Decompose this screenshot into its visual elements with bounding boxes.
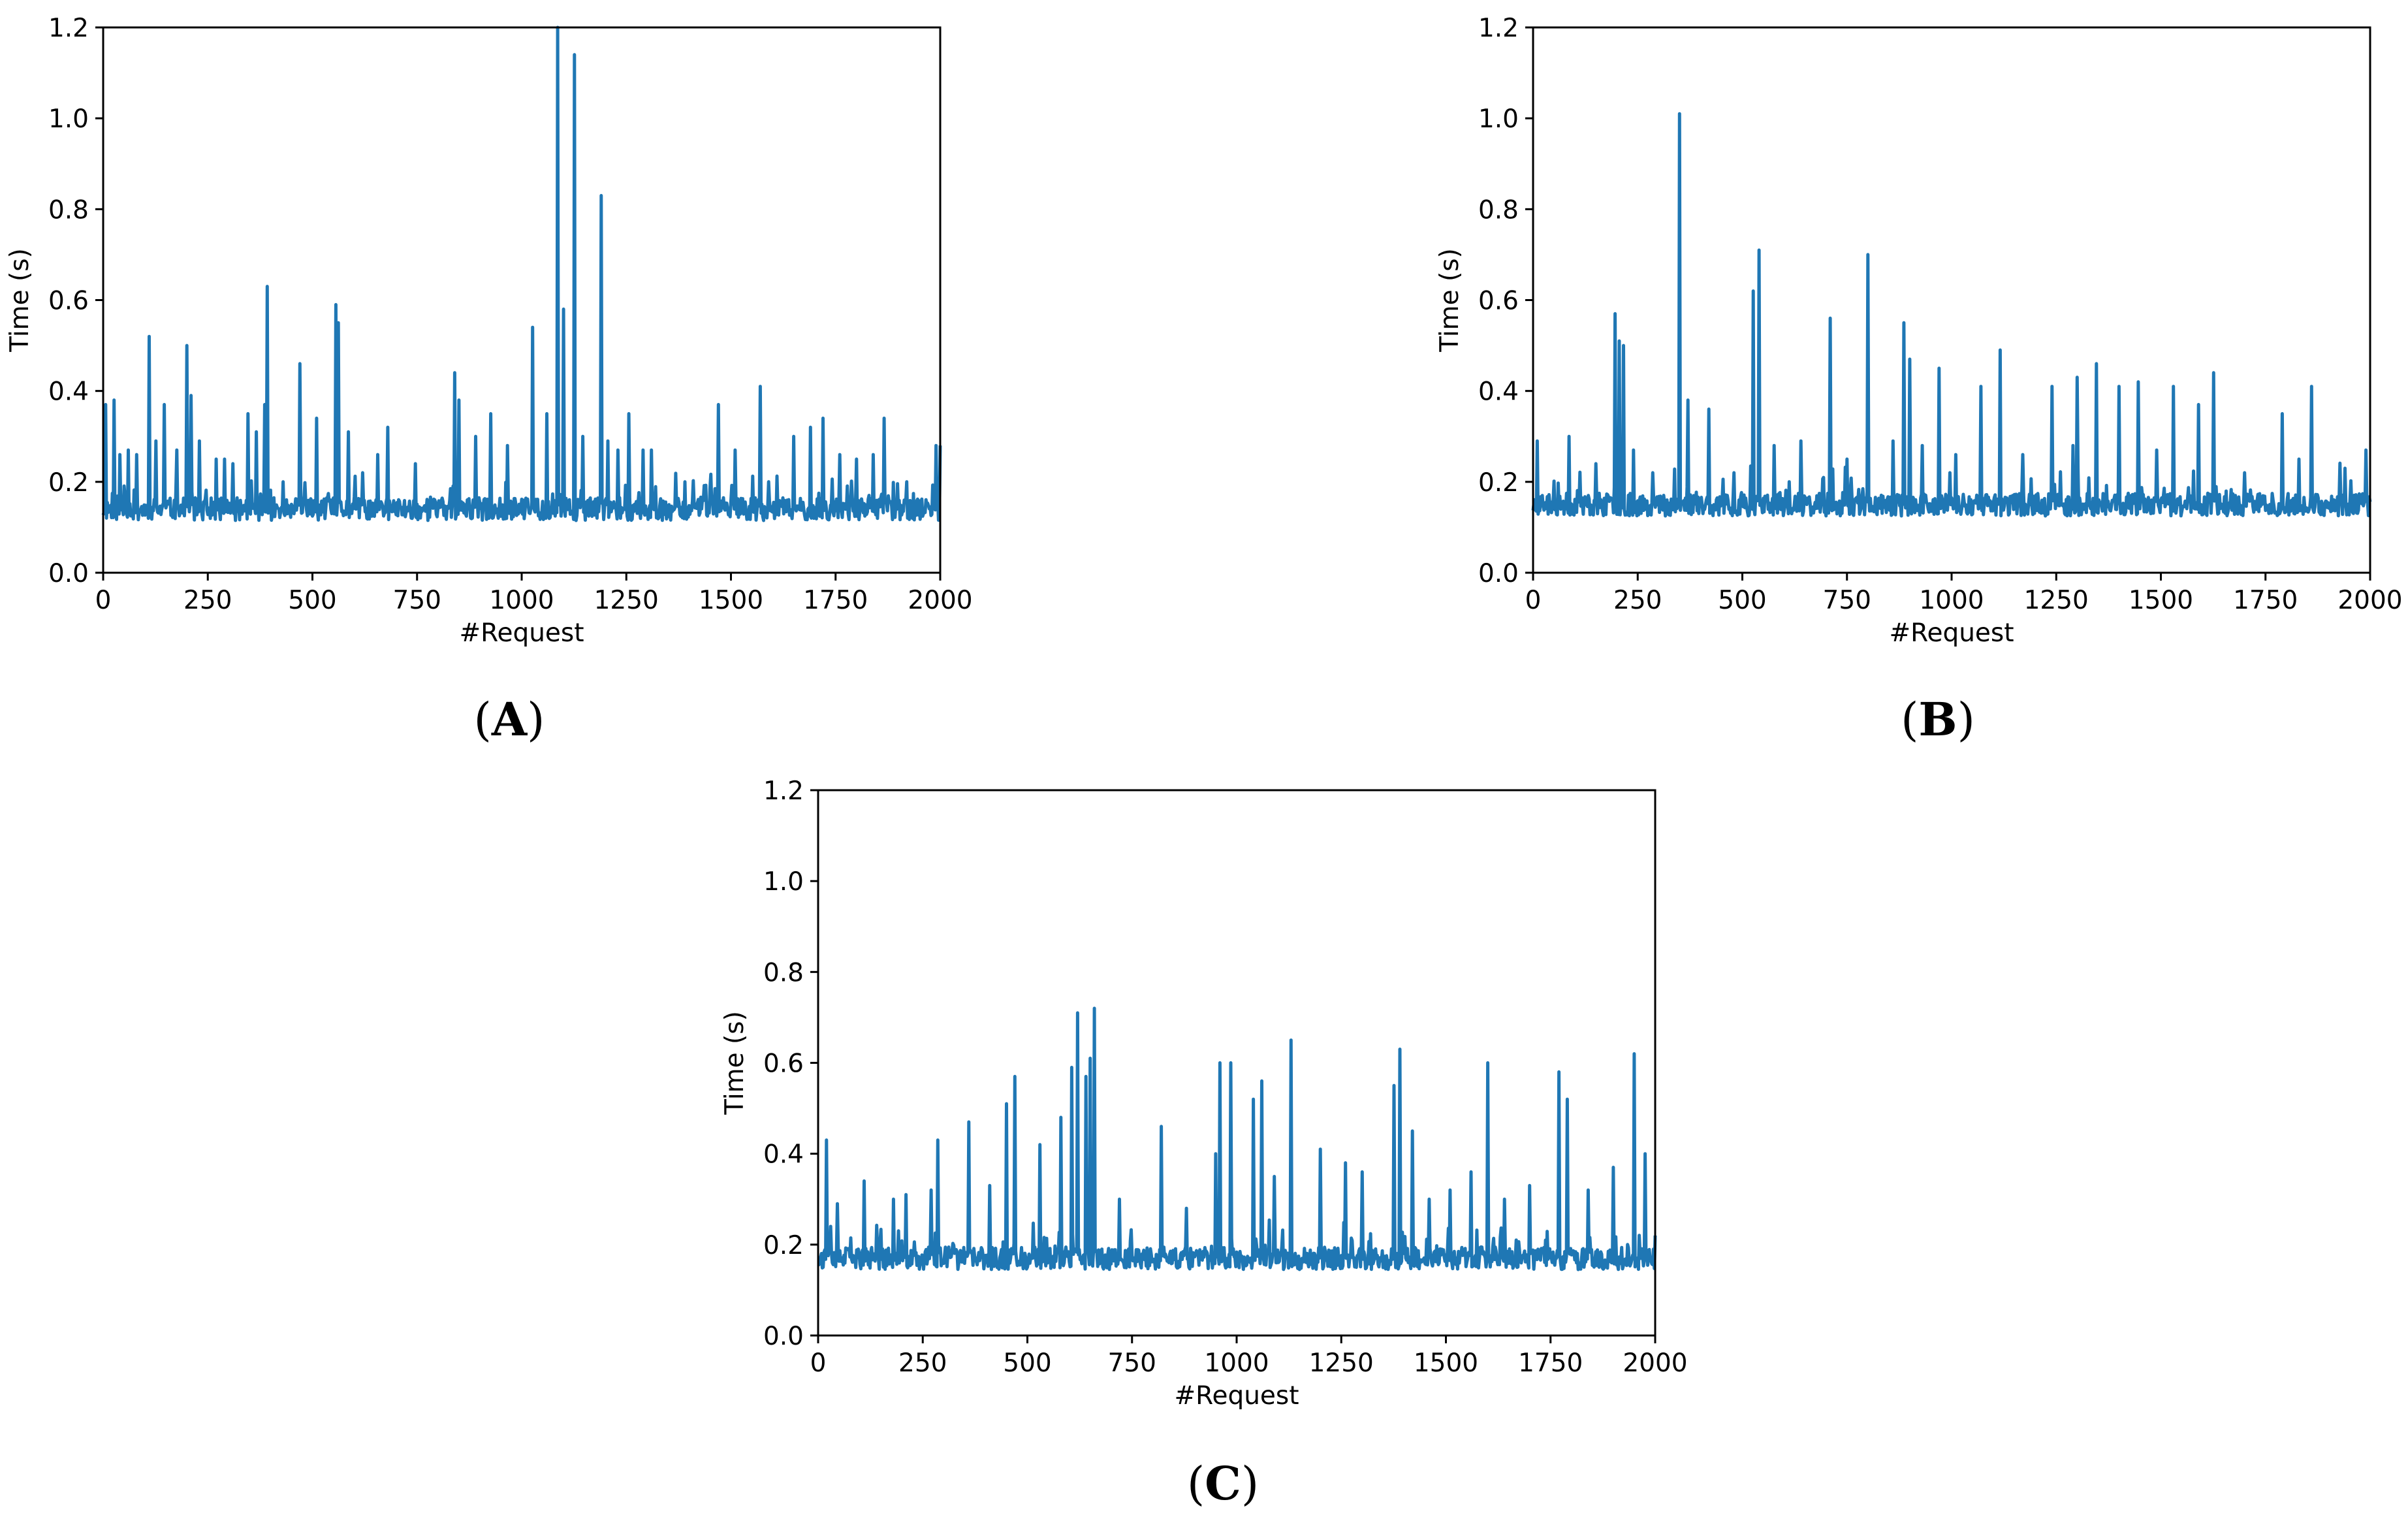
y-tick-label-b: 0.6 bbox=[1478, 287, 1519, 316]
caption-c: (C) bbox=[1186, 1456, 1259, 1511]
x-tick-label-c: 2000 bbox=[1623, 1349, 1687, 1378]
x-tick-label-a: 0 bbox=[95, 586, 112, 615]
x-tick-label-a: 1000 bbox=[489, 586, 554, 615]
plot-frame-a bbox=[102, 26, 942, 574]
x-axis-ticks-a: 0 250 500 750 1000 1250 1500 1750 2000 bbox=[95, 573, 973, 615]
x-tick-label-c: 500 bbox=[1003, 1349, 1051, 1378]
y-axis-ticks-c: 0.0 0.2 0.4 0.6 0.8 1.0 1.2 bbox=[763, 776, 818, 1351]
y-tick-label-b: 1.0 bbox=[1478, 104, 1519, 134]
y-tick-label-c: 0.8 bbox=[763, 958, 804, 987]
x-tick-label-b: 2000 bbox=[2337, 586, 2402, 615]
chart-panel-a: 0.0 0.2 0.4 0.6 0.8 1.0 1.2 0 250 500 750 1000 1250… bbox=[5, 14, 973, 648]
series-group-a bbox=[101, 25, 942, 522]
x-tick-label-c: 750 bbox=[1108, 1349, 1156, 1378]
x-tick-label-b: 250 bbox=[1613, 586, 1662, 615]
x-tick-label-c: 250 bbox=[898, 1349, 947, 1378]
caption-letter-c: C bbox=[1205, 1456, 1241, 1511]
caption-b: (B) bbox=[1901, 692, 1975, 746]
x-tick-label-b: 1250 bbox=[2024, 586, 2089, 615]
x-tick-label-a: 250 bbox=[183, 586, 232, 615]
y-axis-ticks-a: 0.0 0.2 0.4 0.6 0.8 1.0 1.2 bbox=[48, 14, 103, 588]
y-tick-label-a: 1.2 bbox=[48, 14, 89, 43]
y-tick-label-a: 0.0 bbox=[48, 559, 89, 588]
x-axis-title-b: #Request bbox=[1889, 618, 2014, 648]
x-axis-ticks-c: 0 250 500 750 1000 1250 1500 1750 2000 bbox=[810, 1335, 1688, 1378]
series-line-a bbox=[101, 25, 942, 522]
series-line-b bbox=[1531, 112, 2372, 518]
series-line-c bbox=[817, 1006, 1657, 1271]
x-axis-ticks-b: 0 250 500 750 1000 1250 1500 1750 2000 bbox=[1525, 573, 2403, 615]
y-tick-label-c: 0.6 bbox=[763, 1049, 804, 1079]
x-tick-label-c: 1000 bbox=[1204, 1349, 1269, 1378]
chart-panel-c: 0.0 0.2 0.4 0.6 0.8 1.0 1.2 0 250 500 750 1000 1250… bbox=[720, 776, 1688, 1411]
x-tick-label-b: 750 bbox=[1823, 586, 1871, 615]
y-axis-title-a: Time (s) bbox=[5, 248, 35, 353]
x-tick-label-a: 1250 bbox=[594, 586, 659, 615]
y-tick-label-c: 0.0 bbox=[763, 1322, 804, 1351]
x-tick-label-c: 1250 bbox=[1309, 1349, 1374, 1378]
y-tick-label-b: 0.0 bbox=[1478, 559, 1519, 588]
y-tick-label-a: 0.2 bbox=[48, 468, 89, 498]
x-tick-label-b: 500 bbox=[1718, 586, 1766, 615]
y-tick-label-c: 1.2 bbox=[763, 776, 804, 806]
y-axis-title-c: Time (s) bbox=[720, 1011, 750, 1115]
caption-a: (A) bbox=[473, 692, 545, 746]
series-group-b bbox=[1531, 112, 2372, 518]
y-tick-label-b: 0.2 bbox=[1478, 468, 1519, 498]
y-tick-label-b: 0.8 bbox=[1478, 195, 1519, 225]
y-tick-label-a: 0.8 bbox=[48, 195, 89, 225]
y-tick-label-a: 0.6 bbox=[48, 287, 89, 316]
x-tick-label-a: 500 bbox=[288, 586, 336, 615]
x-tick-label-c: 1750 bbox=[1518, 1349, 1583, 1378]
chart-panel-b: 0.0 0.2 0.4 0.6 0.8 1.0 1.2 0 250 500 750 1000 1250… bbox=[1435, 14, 2403, 648]
x-tick-label-a: 1750 bbox=[803, 586, 868, 615]
plot-frame-c bbox=[817, 789, 1656, 1337]
x-tick-label-b: 1500 bbox=[2129, 586, 2193, 615]
y-tick-label-a: 0.4 bbox=[48, 377, 89, 407]
series-group-c bbox=[817, 1006, 1657, 1271]
y-tick-label-b: 0.4 bbox=[1478, 377, 1519, 407]
x-tick-label-b: 1750 bbox=[2233, 586, 2298, 615]
x-tick-label-c: 1500 bbox=[1414, 1349, 1478, 1378]
y-axis-ticks-b: 0.0 0.2 0.4 0.6 0.8 1.0 1.2 bbox=[1478, 14, 1533, 588]
x-axis-title-a: #Request bbox=[459, 618, 584, 648]
caption-letter-b: B bbox=[1918, 692, 1957, 746]
y-tick-label-c: 0.2 bbox=[763, 1231, 804, 1260]
x-tick-label-a: 1500 bbox=[699, 586, 763, 615]
x-tick-label-a: 2000 bbox=[908, 586, 972, 615]
y-tick-label-a: 1.0 bbox=[48, 104, 89, 134]
x-axis-title-c: #Request bbox=[1174, 1381, 1299, 1411]
plot-frame-b bbox=[1532, 26, 2371, 574]
x-tick-label-a: 750 bbox=[393, 586, 441, 615]
caption-letter-a: A bbox=[491, 692, 528, 746]
x-tick-label-b: 0 bbox=[1525, 586, 1542, 615]
x-tick-label-c: 0 bbox=[810, 1349, 827, 1378]
y-tick-label-b: 1.2 bbox=[1478, 14, 1519, 43]
x-tick-label-b: 1000 bbox=[1919, 586, 1984, 615]
y-axis-title-b: Time (s) bbox=[1435, 248, 1465, 353]
y-tick-label-c: 0.4 bbox=[763, 1140, 804, 1170]
y-tick-label-c: 1.0 bbox=[763, 867, 804, 897]
